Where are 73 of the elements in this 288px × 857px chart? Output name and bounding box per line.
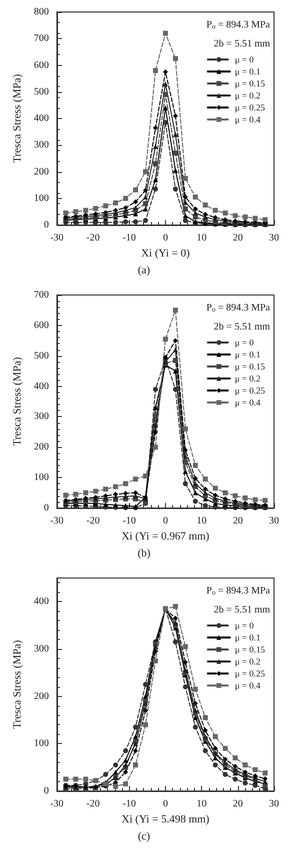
legend-label: μ = 0.15 [234,644,266,654]
y-tick-label: 400 [34,596,49,608]
x-axis-title: Xi (Yi = 0) [141,247,190,260]
y-tick-label: 600 [34,320,49,331]
legend-label: μ = 0.15 [234,78,266,88]
x-tick-label: 20 [232,798,243,810]
y-tick-label: 700 [34,290,49,300]
y-tick-label: 500 [34,86,49,98]
y-tick-label: 200 [34,166,49,178]
legend-label: μ = 0.4 [234,398,261,408]
x-tick-label: -20 [86,516,100,526]
x-tick-label: 10 [196,232,207,244]
y-tick-label: 0 [44,220,49,230]
y-tick-label: 0 [44,502,49,514]
legend-label: μ = 0.25 [234,386,266,396]
legend-label: μ = 0.4 [234,114,261,124]
legend-label: μ = 0 [234,338,254,348]
x-tick-label: 30 [269,516,279,526]
legend-label: μ = 0.4 [234,680,261,690]
x-tick-label: -10 [122,516,136,526]
y-tick-label: 400 [34,113,49,124]
x-axis-title: Xi (Yi = 5.498 mm) [122,813,210,826]
y-tick-label: 500 [34,350,49,362]
legend-label: μ = 0 [234,620,254,630]
x-tick-label: 30 [269,798,279,810]
y-tick-label: 300 [34,644,49,654]
x-tick-label: -20 [86,798,100,810]
x-tick-label: 30 [269,232,279,244]
y-tick-label: 200 [34,690,49,702]
x-tick-label: 10 [196,798,207,810]
x-tick-label: 20 [232,516,243,526]
text: (a) [138,264,150,276]
y-tick-label: 800 [34,6,49,18]
x-tick-label: 0 [162,232,168,244]
y-tick-label: 300 [34,411,49,422]
text: (c) [138,830,150,842]
legend-label: μ = 0.2 [234,90,261,100]
y-tick-label: 700 [34,33,49,44]
y-tick-label: 100 [34,192,49,204]
x-tick-label: -10 [122,798,136,810]
annotation: 2b = 5.51 mm [214,604,270,616]
y-tick-label: 100 [34,472,49,484]
y-axis-title: Tresca Stress (MPa) [12,640,24,729]
x-tick-label: -30 [50,232,64,244]
text: (b) [138,548,151,560]
legend-label: μ = 0.1 [234,632,261,642]
legend-label: μ = 0.1 [234,350,261,360]
x-axis-title: Xi (Yi = 0.967 mm) [122,530,210,542]
x-tick-label: 20 [232,232,243,244]
x-tick-label: -10 [122,232,136,244]
x-tick-label: -20 [86,232,100,244]
legend-label: μ = 0.2 [234,374,261,384]
legend-label: μ = 0.2 [234,656,261,666]
annotation: 2b = 5.51 mm [214,322,270,332]
legend-label: μ = 0.25 [234,668,266,678]
x-tick-label: -30 [50,516,64,526]
annotation: 2b = 5.51 mm [214,38,270,50]
legend-label: μ = 0.15 [234,362,266,372]
y-tick-label: 600 [34,60,49,71]
legend-label: μ = 0.1 [234,66,261,76]
y-tick-label: 300 [34,140,49,151]
y-tick-label: 100 [34,738,49,750]
y-tick-label: 400 [34,380,49,392]
x-tick-label: 10 [196,516,207,526]
y-axis-title: Tresca Stress (MPa) [12,356,24,446]
x-tick-label: -30 [50,798,64,810]
y-tick-label: 200 [34,442,49,453]
y-tick-label: 0 [44,786,49,796]
legend-label: μ = 0.25 [234,102,266,112]
x-tick-label: 0 [162,516,168,526]
legend-label: μ = 0 [234,54,254,64]
y-axis-title: Tresca Stress (MPa) [12,74,24,163]
x-tick-label: 0 [162,798,168,810]
